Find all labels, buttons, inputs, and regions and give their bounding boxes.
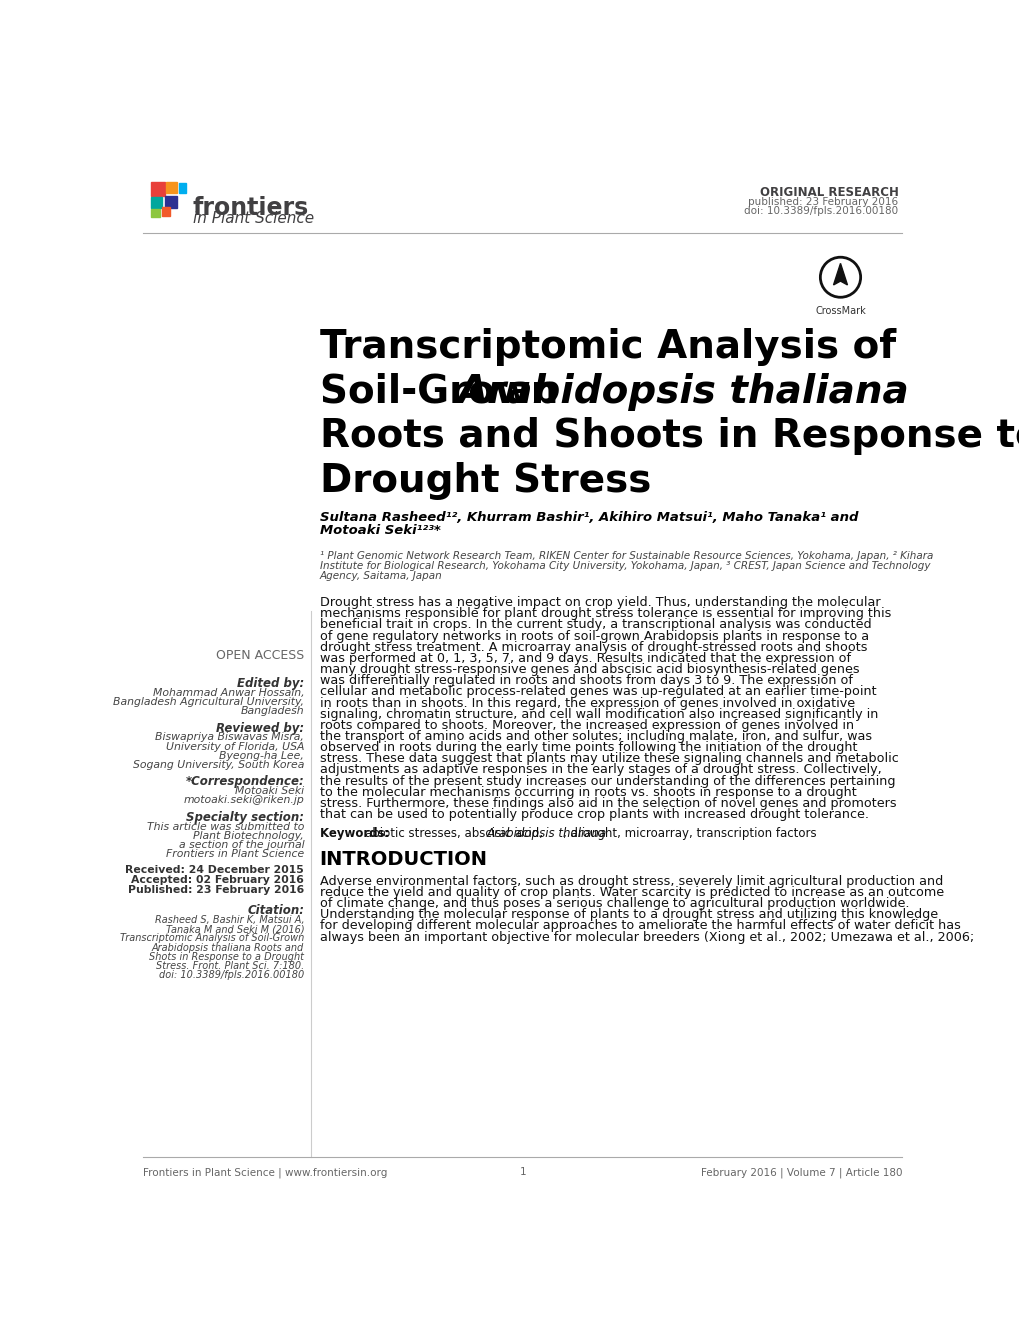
Text: many drought stress-responsive genes and abscisic acid biosynthesis-related gene: many drought stress-responsive genes and… xyxy=(319,663,858,676)
Text: Stress. Front. Plant Sci. 7:180.: Stress. Front. Plant Sci. 7:180. xyxy=(156,961,304,971)
Text: Drought Stress: Drought Stress xyxy=(319,462,650,501)
Text: Transcriptomic Analysis of Soil-Grown: Transcriptomic Analysis of Soil-Grown xyxy=(120,933,304,944)
Text: reduce the yield and quality of crop plants. Water scarcity is predicted to incr: reduce the yield and quality of crop pla… xyxy=(319,886,943,898)
Text: Motoaki Seki¹²³*: Motoaki Seki¹²³* xyxy=(319,525,440,538)
Text: the results of the present study increases our understanding of the differences : the results of the present study increas… xyxy=(319,774,895,788)
Text: stress. Furthermore, these findings also aid in the selection of novel genes and: stress. Furthermore, these findings also… xyxy=(319,797,896,810)
Text: CrossMark: CrossMark xyxy=(814,307,865,316)
Text: Sogang University, South Korea: Sogang University, South Korea xyxy=(132,760,304,770)
Text: to the molecular mechanisms occurring in roots vs. shoots in response to a droug: to the molecular mechanisms occurring in… xyxy=(319,786,856,798)
Text: This article was submitted to: This article was submitted to xyxy=(147,821,304,832)
Text: of gene regulatory networks in roots of soil-grown Arabidopsis plants in respons: of gene regulatory networks in roots of … xyxy=(319,630,868,642)
Text: beneficial trait in crops. In the current study, a transcriptional analysis was : beneficial trait in crops. In the curren… xyxy=(319,618,870,631)
Text: always been an important objective for molecular breeders (Xiong et al., 2002; U: always been an important objective for m… xyxy=(319,930,973,944)
Text: Mohammad Anwar Hossain,: Mohammad Anwar Hossain, xyxy=(153,688,304,698)
Text: in roots than in shoots. In this regard, the expression of genes involved in oxi: in roots than in shoots. In this regard,… xyxy=(319,697,854,709)
Text: Plant Biotechnology,: Plant Biotechnology, xyxy=(194,830,304,841)
Text: published: 23 February 2016: published: 23 February 2016 xyxy=(748,198,898,207)
Text: INTRODUCTION: INTRODUCTION xyxy=(319,850,487,869)
Text: Frontiers in Plant Science | www.frontiersin.org: Frontiers in Plant Science | www.frontie… xyxy=(143,1167,387,1177)
Text: Tanaka M and Seki M (2016): Tanaka M and Seki M (2016) xyxy=(165,924,304,934)
Text: observed in roots during the early time points following the initiation of the d: observed in roots during the early time … xyxy=(319,741,856,754)
Text: OPEN ACCESS: OPEN ACCESS xyxy=(216,649,304,662)
Text: Motoaki Seki: Motoaki Seki xyxy=(234,786,304,796)
Text: University of Florida, USA: University of Florida, USA xyxy=(165,741,304,752)
Text: Keywords:: Keywords: xyxy=(319,826,393,840)
Text: in Plant Science: in Plant Science xyxy=(193,211,314,226)
Text: a section of the journal: a section of the journal xyxy=(178,840,304,850)
Text: of climate change, and thus poses a serious challenge to agricultural production: of climate change, and thus poses a seri… xyxy=(319,897,908,910)
Text: doi: 10.3389/fpls.2016.00180: doi: 10.3389/fpls.2016.00180 xyxy=(744,207,898,216)
Text: Arabidopsis thaliana Roots and: Arabidopsis thaliana Roots and xyxy=(152,943,304,952)
Text: Received: 24 December 2015: Received: 24 December 2015 xyxy=(125,865,304,874)
Bar xyxy=(151,210,160,218)
Bar xyxy=(178,183,186,192)
Text: Specialty section:: Specialty section: xyxy=(186,810,304,824)
Text: Drought stress has a negative impact on crop yield. Thus, understanding the mole: Drought stress has a negative impact on … xyxy=(319,595,879,609)
Text: Transcriptomic Analysis of: Transcriptomic Analysis of xyxy=(319,328,895,366)
Text: Understanding the molecular response of plants to a drought stress and utilizing: Understanding the molecular response of … xyxy=(319,908,936,921)
Text: Arabidopsis thaliana: Arabidopsis thaliana xyxy=(458,372,909,411)
Text: Shots in Response to a Drought: Shots in Response to a Drought xyxy=(149,952,304,961)
Polygon shape xyxy=(833,263,847,284)
Text: Accepted: 02 February 2016: Accepted: 02 February 2016 xyxy=(131,874,304,885)
Text: Published: 23 February 2016: Published: 23 February 2016 xyxy=(127,885,304,894)
Text: ORIGINAL RESEARCH: ORIGINAL RESEARCH xyxy=(759,187,898,199)
Text: Bangladesh Agricultural University,: Bangladesh Agricultural University, xyxy=(113,697,304,708)
Text: Adverse environmental factors, such as drought stress, severely limit agricultur: Adverse environmental factors, such as d… xyxy=(319,874,942,888)
Text: abiotic stresses, abscisic acid,: abiotic stresses, abscisic acid, xyxy=(365,826,546,840)
Bar xyxy=(164,196,177,208)
Text: cellular and metabolic process-related genes was up-regulated at an earlier time: cellular and metabolic process-related g… xyxy=(319,685,875,698)
Text: February 2016 | Volume 7 | Article 180: February 2016 | Volume 7 | Article 180 xyxy=(700,1167,902,1177)
Text: Frontiers in Plant Science: Frontiers in Plant Science xyxy=(166,849,304,860)
Text: doi: 10.3389/fpls.2016.00180: doi: 10.3389/fpls.2016.00180 xyxy=(159,971,304,980)
Text: was performed at 0, 1, 3, 5, 7, and 9 days. Results indicated that the expressio: was performed at 0, 1, 3, 5, 7, and 9 da… xyxy=(319,651,850,665)
Text: mechanisms responsible for plant drought stress tolerance is essential for impro: mechanisms responsible for plant drought… xyxy=(319,607,891,621)
Text: Edited by:: Edited by: xyxy=(236,677,304,690)
Text: for developing different molecular approaches to ameliorate the harmful effects : for developing different molecular appro… xyxy=(319,920,960,932)
Text: motoaki.seki@riken.jp: motoaki.seki@riken.jp xyxy=(183,796,304,805)
Text: Rasheed S, Bashir K, Matsui A,: Rasheed S, Bashir K, Matsui A, xyxy=(155,914,304,925)
Text: the transport of amino acids and other solutes; including malate, iron, and sulf: the transport of amino acids and other s… xyxy=(319,730,871,744)
Text: 1: 1 xyxy=(519,1167,526,1177)
Text: Citation:: Citation: xyxy=(247,904,304,917)
Text: that can be used to potentially produce crop plants with increased drought toler: that can be used to potentially produce … xyxy=(319,808,868,821)
Text: signaling, chromatin structure, and cell wall modification also increased signif: signaling, chromatin structure, and cell… xyxy=(319,708,877,721)
Bar xyxy=(166,182,177,192)
Text: was differentially regulated in roots and shoots from days 3 to 9. The expressio: was differentially regulated in roots an… xyxy=(319,674,852,688)
Text: Soil-Grown: Soil-Grown xyxy=(319,372,571,411)
Bar xyxy=(162,207,170,216)
Text: Arabidopsis thaliana: Arabidopsis thaliana xyxy=(487,826,606,840)
Text: *Correspondence:: *Correspondence: xyxy=(185,776,304,789)
Text: Agency, Saitama, Japan: Agency, Saitama, Japan xyxy=(319,571,442,581)
Text: Bangladesh: Bangladesh xyxy=(240,706,304,716)
Text: ¹ Plant Genomic Network Research Team, RIKEN Center for Sustainable Resource Sci: ¹ Plant Genomic Network Research Team, R… xyxy=(319,551,932,561)
Text: roots compared to shoots. Moreover, the increased expression of genes involved i: roots compared to shoots. Moreover, the … xyxy=(319,718,853,732)
Text: Reviewed by:: Reviewed by: xyxy=(216,721,304,734)
Bar xyxy=(151,198,161,208)
Text: stress. These data suggest that plants may utilize these signaling channels and : stress. These data suggest that plants m… xyxy=(319,753,898,765)
Text: Sultana Rasheed¹², Khurram Bashir¹, Akihiro Matsui¹, Maho Tanaka¹ and: Sultana Rasheed¹², Khurram Bashir¹, Akih… xyxy=(319,511,857,525)
Text: drought stress treatment. A microarray analysis of drought-stressed roots and sh: drought stress treatment. A microarray a… xyxy=(319,641,866,654)
Text: Biswapriya Biswavas Misra,: Biswapriya Biswavas Misra, xyxy=(155,733,304,742)
Bar xyxy=(151,182,164,196)
Text: Byeong-ha Lee,: Byeong-ha Lee, xyxy=(219,750,304,761)
Text: Institute for Biological Research, Yokohama City University, Yokohama, Japan, ³ : Institute for Biological Research, Yokoh… xyxy=(319,562,929,571)
Text: adjustments as adaptive responses in the early stages of a drought stress. Colle: adjustments as adaptive responses in the… xyxy=(319,764,880,777)
Text: Roots and Shoots in Response to a: Roots and Shoots in Response to a xyxy=(319,418,1019,455)
Text: , drought, microarray, transcription factors: , drought, microarray, transcription fac… xyxy=(562,826,816,840)
Text: frontiers: frontiers xyxy=(193,196,309,220)
